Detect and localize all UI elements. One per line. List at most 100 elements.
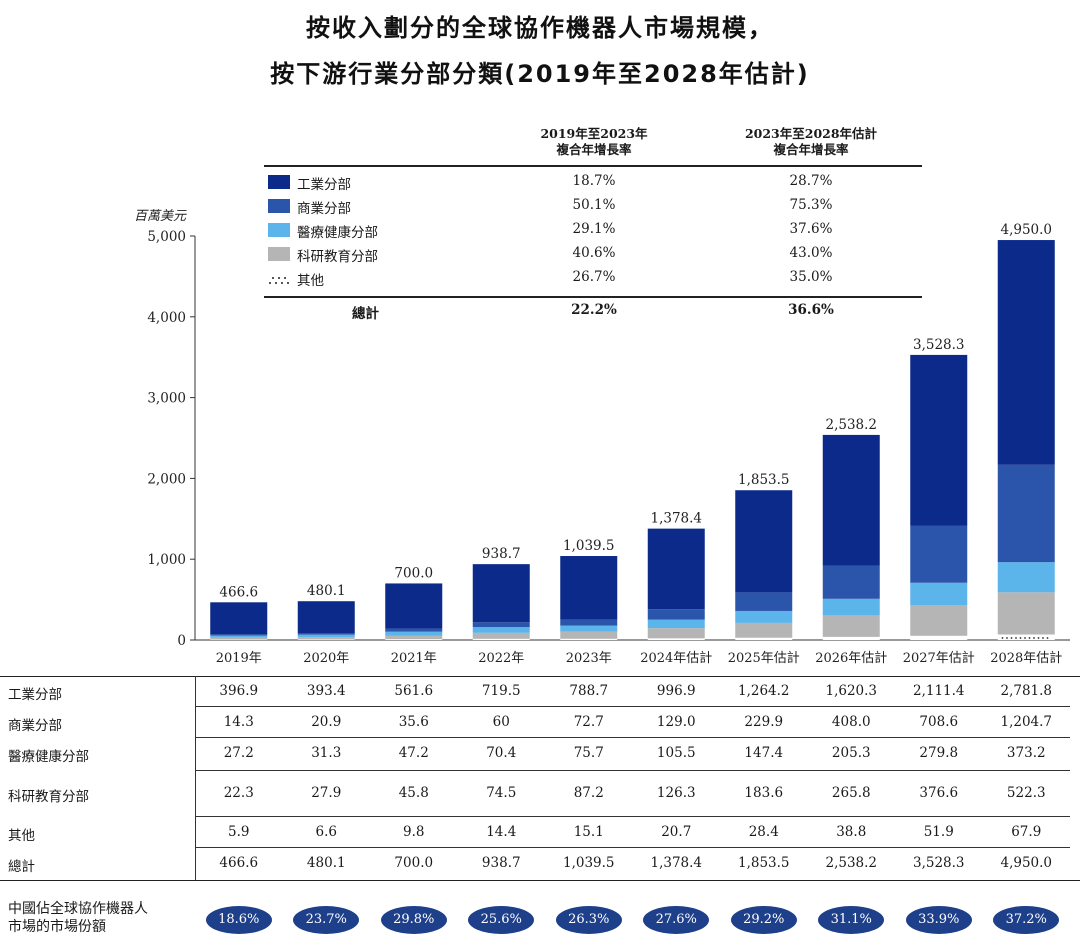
legend-row-commercial: 商業分部 50.1% 75.3% [264,195,922,217]
bar-segment [735,610,793,623]
legend-swatch-others-dots-icon [269,277,289,284]
table-cell: 708.6 [919,714,959,730]
bar-segment [385,628,443,632]
table-row-rule [195,847,1070,848]
bar-segment [735,592,793,611]
x-tick-label: 2020年 [303,651,349,666]
table-cell: 2,111.4 [912,683,965,699]
legend-label-research: 科研教育分部 [297,249,378,265]
x-tick-label: 2025年估計 [728,650,800,666]
table-cell: 38.8 [836,824,867,840]
table-cell: 788.7 [569,683,609,699]
table-cell: 27.9 [311,785,342,801]
table-row-rule [195,816,1070,817]
bar-total-label: 480.1 [307,583,346,599]
table-cell: 60 [492,714,510,730]
table-cell: 67.9 [1011,824,1042,840]
legend-row-research: 科研教育分部 40.6% 43.0% [264,243,922,265]
china-share-value: 18.6% [205,906,272,934]
bar-segment [472,564,530,623]
legend-swatch-healthcare [268,223,290,237]
china-share-value: 23.7% [293,906,360,934]
bar-segment [210,634,268,636]
table-top-rule [0,676,1080,677]
bar-segment [385,639,443,640]
bar-segment [560,556,618,620]
y-tick-label: 3,000 [147,391,186,407]
bar-segment [735,637,793,640]
legend-label-industrial: 工業分部 [297,177,351,193]
table-cell: 480.1 [306,855,346,871]
x-tick-label: 2024年估計 [640,650,712,666]
bar-total-label: 2,538.2 [825,417,877,433]
bar-segment [647,528,705,610]
table-cell: 35.6 [398,714,429,730]
table-cell: 75.7 [573,745,604,761]
legend-cagr2-total: 36.6% [788,302,834,318]
bar-segment [822,434,880,566]
table-cell: 31.3 [311,745,342,761]
bar-segment [297,632,355,635]
bar-total-label: 938.7 [482,546,521,562]
legend-cagr1-others: 26.7% [572,269,616,285]
legend-label-commercial: 商業分部 [297,201,351,217]
bar-total-label: 1,378.4 [650,511,702,527]
legend-cagr2-others: 35.0% [789,269,833,285]
x-tick-label: 2026年估計 [815,650,887,666]
china-share-label: 中國佔全球協作機器人 市場的市場份額 [8,900,148,936]
bar-segment [997,464,1055,563]
bar-segment [385,631,443,636]
x-tick-label: 2028年估計 [990,650,1062,666]
table-row-label: 科研教育分部 [8,789,89,805]
table-cell: 373.2 [1006,745,1046,761]
bar-segment [822,598,880,616]
legend-swatch-research [268,247,290,261]
legend-cagr2-industrial: 28.7% [789,173,833,189]
bar-segment [647,628,705,639]
legend-label-others: 其他 [297,273,324,289]
table-cell: 74.5 [486,785,517,801]
bar-segment [910,635,968,640]
bar-total-label: 1,853.5 [738,472,790,488]
cagr-header-2023-2028-line1: 2023年至2028年估計 [744,126,878,141]
legend-top-rule [264,165,922,167]
legend-cagr1-industrial: 18.7% [572,173,616,189]
bar-segment [297,601,355,633]
table-cell: 265.8 [831,785,871,801]
legend-cagr2-healthcare: 37.6% [789,221,833,237]
china-share-value: 29.8% [380,906,447,934]
bar-segment [910,582,968,606]
table-cell: 2,781.8 [1000,683,1053,699]
bar-segment [297,634,355,638]
x-tick-label: 2022年 [478,651,524,666]
table-cell: 9.8 [403,824,425,840]
table-cell: 393.4 [306,683,346,699]
china-share-value: 26.3% [555,906,622,934]
y-tick-label: 1,000 [147,552,186,568]
table-cell: 15.1 [573,824,604,840]
table-cell: 45.8 [398,785,429,801]
table-cell: 47.2 [398,745,429,761]
y-tick-label: 0 [177,633,186,649]
x-tick-label: 2019年 [216,651,262,666]
legend-label-healthcare: 醫療健康分部 [297,225,378,241]
bar-segment [560,625,618,632]
table-cell: 51.9 [923,824,954,840]
table-cell: 466.6 [219,855,259,871]
table-cell: 376.6 [919,785,959,801]
table-cell: 6.6 [315,824,337,840]
cagr-header-2023-2028-line2: 複合年增長率 [773,142,849,157]
china-share-label-line2: 市場的市場份額 [8,919,106,935]
legend-cagr1-healthcare: 29.1% [572,221,616,237]
table-cell: 1,853.5 [737,855,790,871]
legend-swatch-industrial [268,175,290,189]
table-cell: 2,538.2 [825,855,878,871]
table-cell: 561.6 [394,683,434,699]
bar-segment [297,637,355,640]
bar-segment [385,583,443,629]
legend-swatch-commercial [268,199,290,213]
cagr-header-2019-2023-line1: 2019年至2023年 [540,126,648,141]
bar-segment [997,562,1055,593]
table-cell: 229.9 [744,714,784,730]
bar-segment [735,622,793,638]
